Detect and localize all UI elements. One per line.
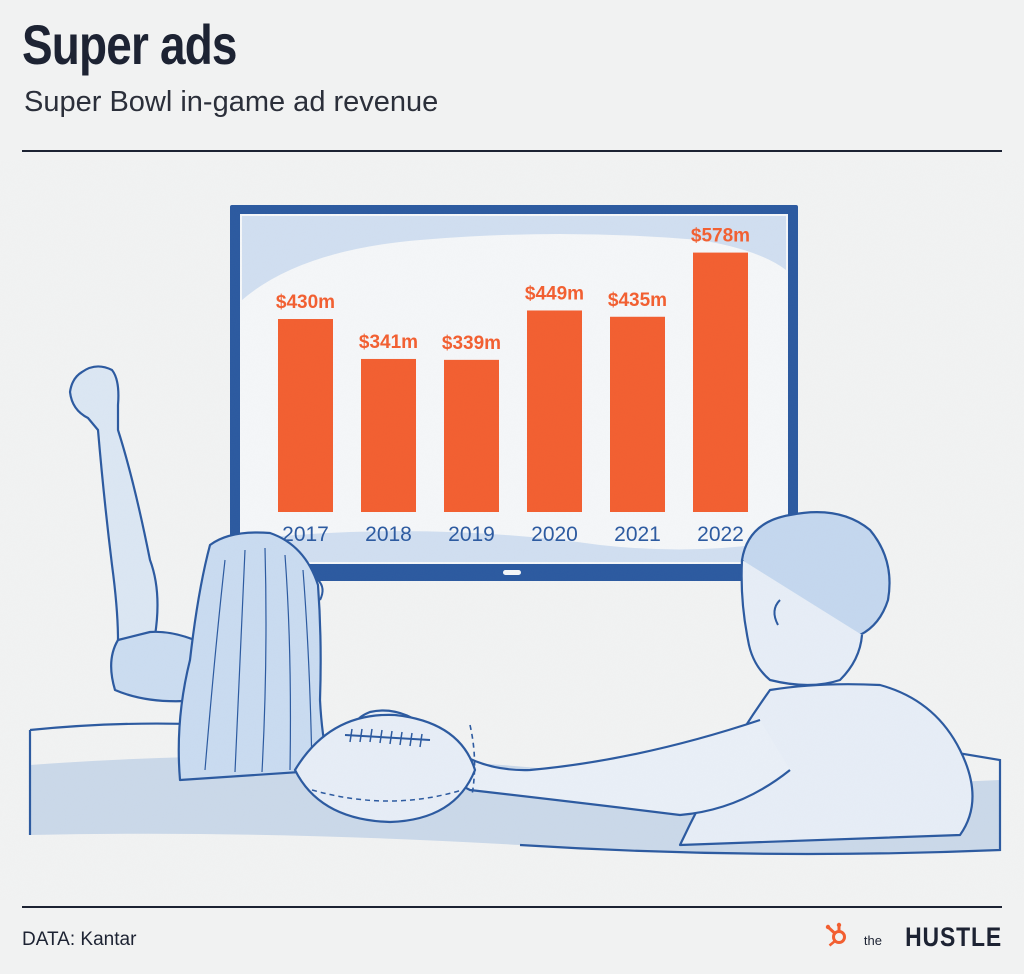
- header-divider: [22, 150, 1002, 152]
- hubspot-sprocket-icon: [824, 922, 850, 953]
- chart-scene: $430m2017$341m2018$339m2019$449m2020$435…: [0, 160, 1024, 900]
- page-title: Super ads: [22, 13, 237, 76]
- footer-divider: [22, 906, 1002, 908]
- data-source: DATA: Kantar: [22, 929, 137, 950]
- brand-name: HUSTLE: [905, 922, 1002, 952]
- page-subtitle: Super Bowl in-game ad revenue: [24, 86, 439, 118]
- brand-logo: the HUSTLE: [824, 922, 1002, 953]
- brand-prefix: the: [863, 933, 882, 948]
